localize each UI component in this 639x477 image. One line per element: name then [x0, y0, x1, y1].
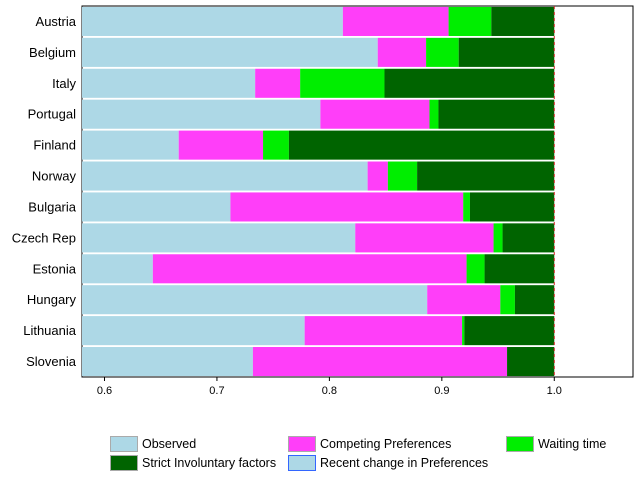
- bar-hungary-observed: [82, 285, 428, 315]
- legend-label-recent-change-in-preferences: Recent change in Preferences: [320, 456, 489, 470]
- legend-item-strict-involuntary-factors: Strict Involuntary factors: [110, 455, 276, 471]
- bar-slovenia-strict-involuntary-factors: [507, 347, 555, 377]
- category-label-belgium: Belgium: [29, 45, 76, 60]
- bar-estonia-observed: [82, 254, 153, 284]
- bar-czech-rep-competing-preferences: [355, 223, 494, 253]
- category-label-hungary: Hungary: [27, 292, 77, 307]
- bar-lithuania-competing-preferences: [304, 316, 463, 346]
- legend-swatch-observed: [110, 436, 138, 452]
- bar-czech-rep-strict-involuntary-factors: [502, 223, 555, 253]
- x-axis-ticks: 0.6 0.7 0.8 0.9 1.0: [97, 377, 562, 397]
- bar-slovenia-competing-preferences: [252, 347, 508, 377]
- bar-hungary-waiting-time: [500, 285, 515, 315]
- category-label-lithuania: Lithuania: [23, 323, 77, 338]
- bar-portugal-strict-involuntary-factors: [438, 99, 555, 129]
- legend-item-observed: Observed: [110, 436, 196, 452]
- category-label-norway: Norway: [32, 169, 77, 184]
- category-label-portugal: Portugal: [28, 107, 77, 122]
- bar-norway-observed: [82, 161, 368, 191]
- bar-finland-strict-involuntary-factors: [288, 130, 555, 160]
- legend-swatch-waiting-time: [506, 436, 534, 452]
- x-tick-label-1: 0.7: [209, 385, 224, 397]
- bar-bulgaria-observed: [82, 192, 231, 222]
- category-labels: Austria Belgium Italy Portugal Finland Norway…: [12, 14, 77, 369]
- bar-estonia-strict-involuntary-factors: [484, 254, 555, 284]
- bar-portugal-competing-preferences: [320, 99, 430, 129]
- bars-group: [82, 6, 555, 377]
- legend-item-competing-preferences: Competing Preferences: [288, 436, 451, 452]
- category-label-bulgaria: Bulgaria: [28, 199, 76, 214]
- bar-portugal-waiting-time: [429, 99, 439, 129]
- bar-finland-observed: [82, 130, 179, 160]
- legend-label-competing-preferences: Competing Preferences: [320, 437, 452, 451]
- bar-finland-competing-preferences: [178, 130, 264, 160]
- bar-belgium-waiting-time: [426, 37, 459, 67]
- x-tick-label-0: 0.6: [97, 385, 112, 397]
- legend-item-recent-change-in-preferences: Recent change in Preferences: [288, 455, 488, 471]
- bar-italy-strict-involuntary-factors: [384, 68, 555, 98]
- bar-slovenia-observed: [82, 347, 253, 377]
- legend-swatch-strict-involuntary-factors: [110, 455, 138, 471]
- legend-swatch-competing-preferences: [288, 436, 316, 452]
- bar-czech-rep-waiting-time: [493, 223, 503, 253]
- bar-belgium-observed: [82, 37, 378, 67]
- bar-austria-observed: [82, 6, 343, 36]
- bar-finland-waiting-time: [263, 130, 289, 160]
- bar-belgium-strict-involuntary-factors: [458, 37, 555, 67]
- bar-italy-competing-preferences: [255, 68, 301, 98]
- bar-bulgaria-competing-preferences: [230, 192, 464, 222]
- x-tick-label-3: 0.9: [434, 385, 449, 397]
- bar-bulgaria-waiting-time: [463, 192, 470, 222]
- category-label-slovenia: Slovenia: [26, 354, 77, 369]
- legend-swatch-recent-change-in-preferences: [288, 455, 316, 471]
- bar-norway-strict-involuntary-factors: [417, 161, 555, 191]
- bar-portugal-observed: [82, 99, 321, 129]
- plot-panel: [81, 5, 634, 378]
- bar-austria-waiting-time: [448, 6, 492, 36]
- category-label-czech-rep: Czech Rep: [12, 230, 76, 245]
- bar-hungary-strict-involuntary-factors: [514, 285, 555, 315]
- bar-lithuania-waiting-time: [462, 316, 465, 346]
- bar-austria-strict-involuntary-factors: [491, 6, 555, 36]
- bar-lithuania-observed: [82, 316, 305, 346]
- category-label-italy: Italy: [52, 76, 76, 91]
- x-tick-label-4: 1.0: [547, 385, 562, 397]
- bar-austria-competing-preferences: [342, 6, 449, 36]
- legend-item-waiting-time: Waiting time: [506, 436, 606, 452]
- bar-belgium-competing-preferences: [377, 37, 427, 67]
- bar-norway-waiting-time: [387, 161, 418, 191]
- legend-label-waiting-time: Waiting time: [538, 437, 607, 451]
- bar-czech-rep-observed: [82, 223, 356, 253]
- bar-norway-competing-preferences: [367, 161, 388, 191]
- legend-label-strict-involuntary-factors: Strict Involuntary factors: [142, 456, 277, 470]
- bar-estonia-competing-preferences: [152, 254, 467, 284]
- category-label-estonia: Estonia: [33, 261, 77, 276]
- bar-bulgaria-strict-involuntary-factors: [469, 192, 555, 222]
- legend: Observed Competing Preferences Waiting t…: [110, 436, 630, 476]
- bar-lithuania-strict-involuntary-factors: [464, 316, 555, 346]
- category-label-austria: Austria: [36, 14, 77, 29]
- bar-estonia-waiting-time: [466, 254, 485, 284]
- legend-label-observed: Observed: [142, 437, 197, 451]
- x-tick-label-2: 0.8: [322, 385, 337, 397]
- bar-italy-waiting-time: [300, 68, 385, 98]
- category-label-finland: Finland: [33, 138, 76, 153]
- bar-hungary-competing-preferences: [427, 285, 501, 315]
- bar-italy-observed: [82, 68, 256, 98]
- stacked-bar-chart: Austria Belgium Italy Portugal Finland Norway…: [12, 5, 634, 397]
